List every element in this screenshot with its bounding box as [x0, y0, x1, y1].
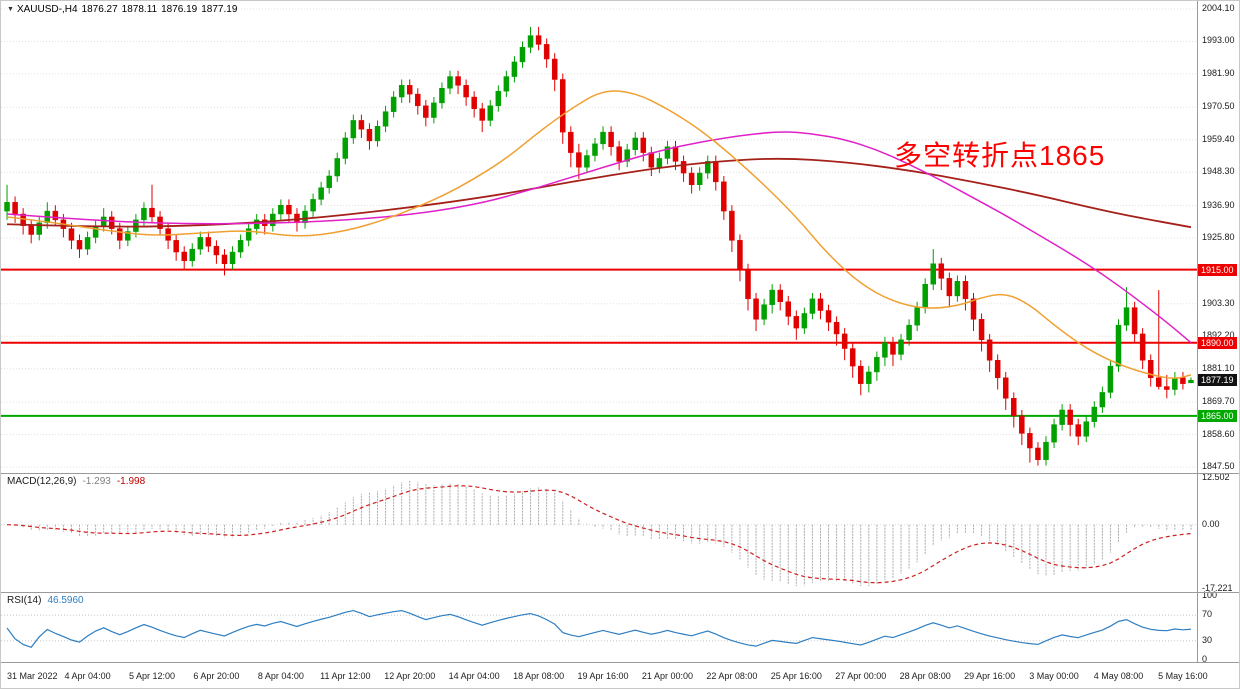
price-axis-label: 1869.70: [1202, 396, 1235, 407]
macd-label: MACD(12,26,9) -1.293 -1.998: [7, 476, 145, 487]
macd-name: MACD(12,26,9): [7, 476, 77, 487]
time-axis-label: 5 Apr 12:00: [128, 671, 176, 681]
price-axis-label: 70: [1202, 609, 1213, 620]
price-badge: 1865.00: [1198, 409, 1237, 422]
time-axis-label: 12 Apr 20:00: [384, 671, 436, 681]
macd-histogram: [14, 481, 1192, 587]
price-axis-label: 1936.90: [1202, 199, 1235, 210]
symbol-timeframe: XAUUSD-,H4: [16, 4, 78, 15]
rsi-label: RSI(14) 46.5960: [7, 595, 84, 606]
price-axis-label: 1970.50: [1202, 101, 1235, 112]
time-axis-label: 18 Apr 08:00: [513, 671, 565, 681]
rsi-line: [6, 609, 1192, 648]
price-axis-label: 1847.50: [1202, 461, 1235, 471]
price-axis-label: 1881.10: [1202, 362, 1235, 373]
time-axis-label: 31 Mar 2022: [7, 671, 58, 681]
price-axis-label: 12.502: [1202, 472, 1230, 482]
price-axis-label: 1981.90: [1202, 67, 1235, 78]
ohlc-high: 1878.11: [121, 4, 158, 15]
price-axis-label: -17.221: [1202, 583, 1233, 593]
macd-signal-line: [7, 485, 1192, 584]
time-axis-label: 22 Apr 08:00: [706, 671, 758, 681]
price-axis-label: 100: [1202, 590, 1218, 600]
symbol-header: ▼ XAUUSD-,H4 1876.27 1878.11 1876.19 1877.19: [7, 4, 241, 15]
price-chart-canvas[interactable]: [1, 1, 1197, 474]
time-axis-label: 6 Apr 20:00: [193, 671, 240, 681]
time-axis-label: 14 Apr 04:00: [448, 671, 500, 681]
pane-separator-macd[interactable]: [1, 473, 1239, 474]
time-axis-label: 29 Apr 16:00: [964, 671, 1016, 681]
macd-value-signal: -1.998: [116, 476, 146, 487]
price-axis-label: 30: [1202, 634, 1213, 645]
rsi-name: RSI(14): [7, 595, 42, 606]
time-axis-label: 27 Apr 00:00: [835, 671, 887, 681]
price-gridlines: [1, 8, 1197, 468]
price-axis-label: 1959.40: [1202, 133, 1235, 144]
time-axis-label: 25 Apr 16:00: [770, 671, 822, 681]
time-axis-label: 5 May 16:00: [1158, 671, 1208, 681]
slow-ma-line: [6, 157, 1192, 229]
price-axis[interactable]: 2004.10 1993.00 1981.90 1970.50 1959.40 1948.…: [1197, 1, 1239, 664]
price-axis-label: 1925.80: [1202, 232, 1235, 242]
price-axis-label: 1993.00: [1202, 35, 1235, 46]
ohlc-low: 1876.19: [161, 4, 198, 15]
time-axis-label: 4 Apr 04:00: [64, 671, 111, 681]
price-axis-label: 0.00: [1202, 518, 1220, 529]
time-axis-label: 21 Apr 00:00: [641, 671, 693, 681]
time-axis[interactable]: 31 Mar 2022 4 Apr 04:00 5 Apr 12:00 6 Apr 2…: [1, 663, 1208, 688]
candles-layer: [4, 26, 1194, 466]
time-axis-label: 11 Apr 12:00: [320, 671, 371, 681]
price-axis-label: 1948.30: [1202, 166, 1235, 177]
pane-separator-time: [1, 662, 1239, 663]
rsi-chart-canvas[interactable]: [1, 593, 1197, 663]
moving-averages-layer: [6, 90, 1192, 379]
rsi-value: 46.5960: [47, 595, 84, 606]
time-axis-label: 28 Apr 08:00: [899, 671, 951, 681]
collapse-icon[interactable]: ▼: [7, 6, 14, 13]
time-axis-label: 3 May 00:00: [1029, 671, 1079, 681]
annotation-text: 多空转折点1865: [894, 140, 1106, 171]
price-axis-label: 0: [1202, 654, 1208, 664]
ohlc-open: 1876.27: [81, 4, 118, 15]
price-axis-label: 1858.60: [1202, 428, 1235, 439]
fast-ma-line: [6, 90, 1192, 379]
macd-chart-canvas[interactable]: [1, 474, 1197, 593]
price-badge: 1890.00: [1198, 336, 1237, 349]
macd-value-main: -1.293: [82, 476, 111, 487]
price-badge: 1877.19: [1198, 374, 1237, 387]
price-axis-label: 1892.20: [1202, 330, 1235, 341]
price-axis-label: 1903.30: [1202, 297, 1235, 308]
time-axis-label: 4 May 08:00: [1093, 671, 1144, 681]
price-badge: 1915.00: [1198, 263, 1237, 276]
price-axis-label: 2004.10: [1202, 3, 1235, 13]
time-axis-label: 8 Apr 04:00: [257, 671, 304, 681]
horizontal-level-lines: [1, 268, 1197, 417]
mid-ma-line: [6, 131, 1192, 344]
rsi-level-lines: [1, 614, 1197, 642]
time-axis-label: 19 Apr 16:00: [577, 671, 629, 681]
ohlc-close: 1877.19: [201, 4, 238, 15]
pane-separator-rsi[interactable]: [1, 592, 1239, 593]
